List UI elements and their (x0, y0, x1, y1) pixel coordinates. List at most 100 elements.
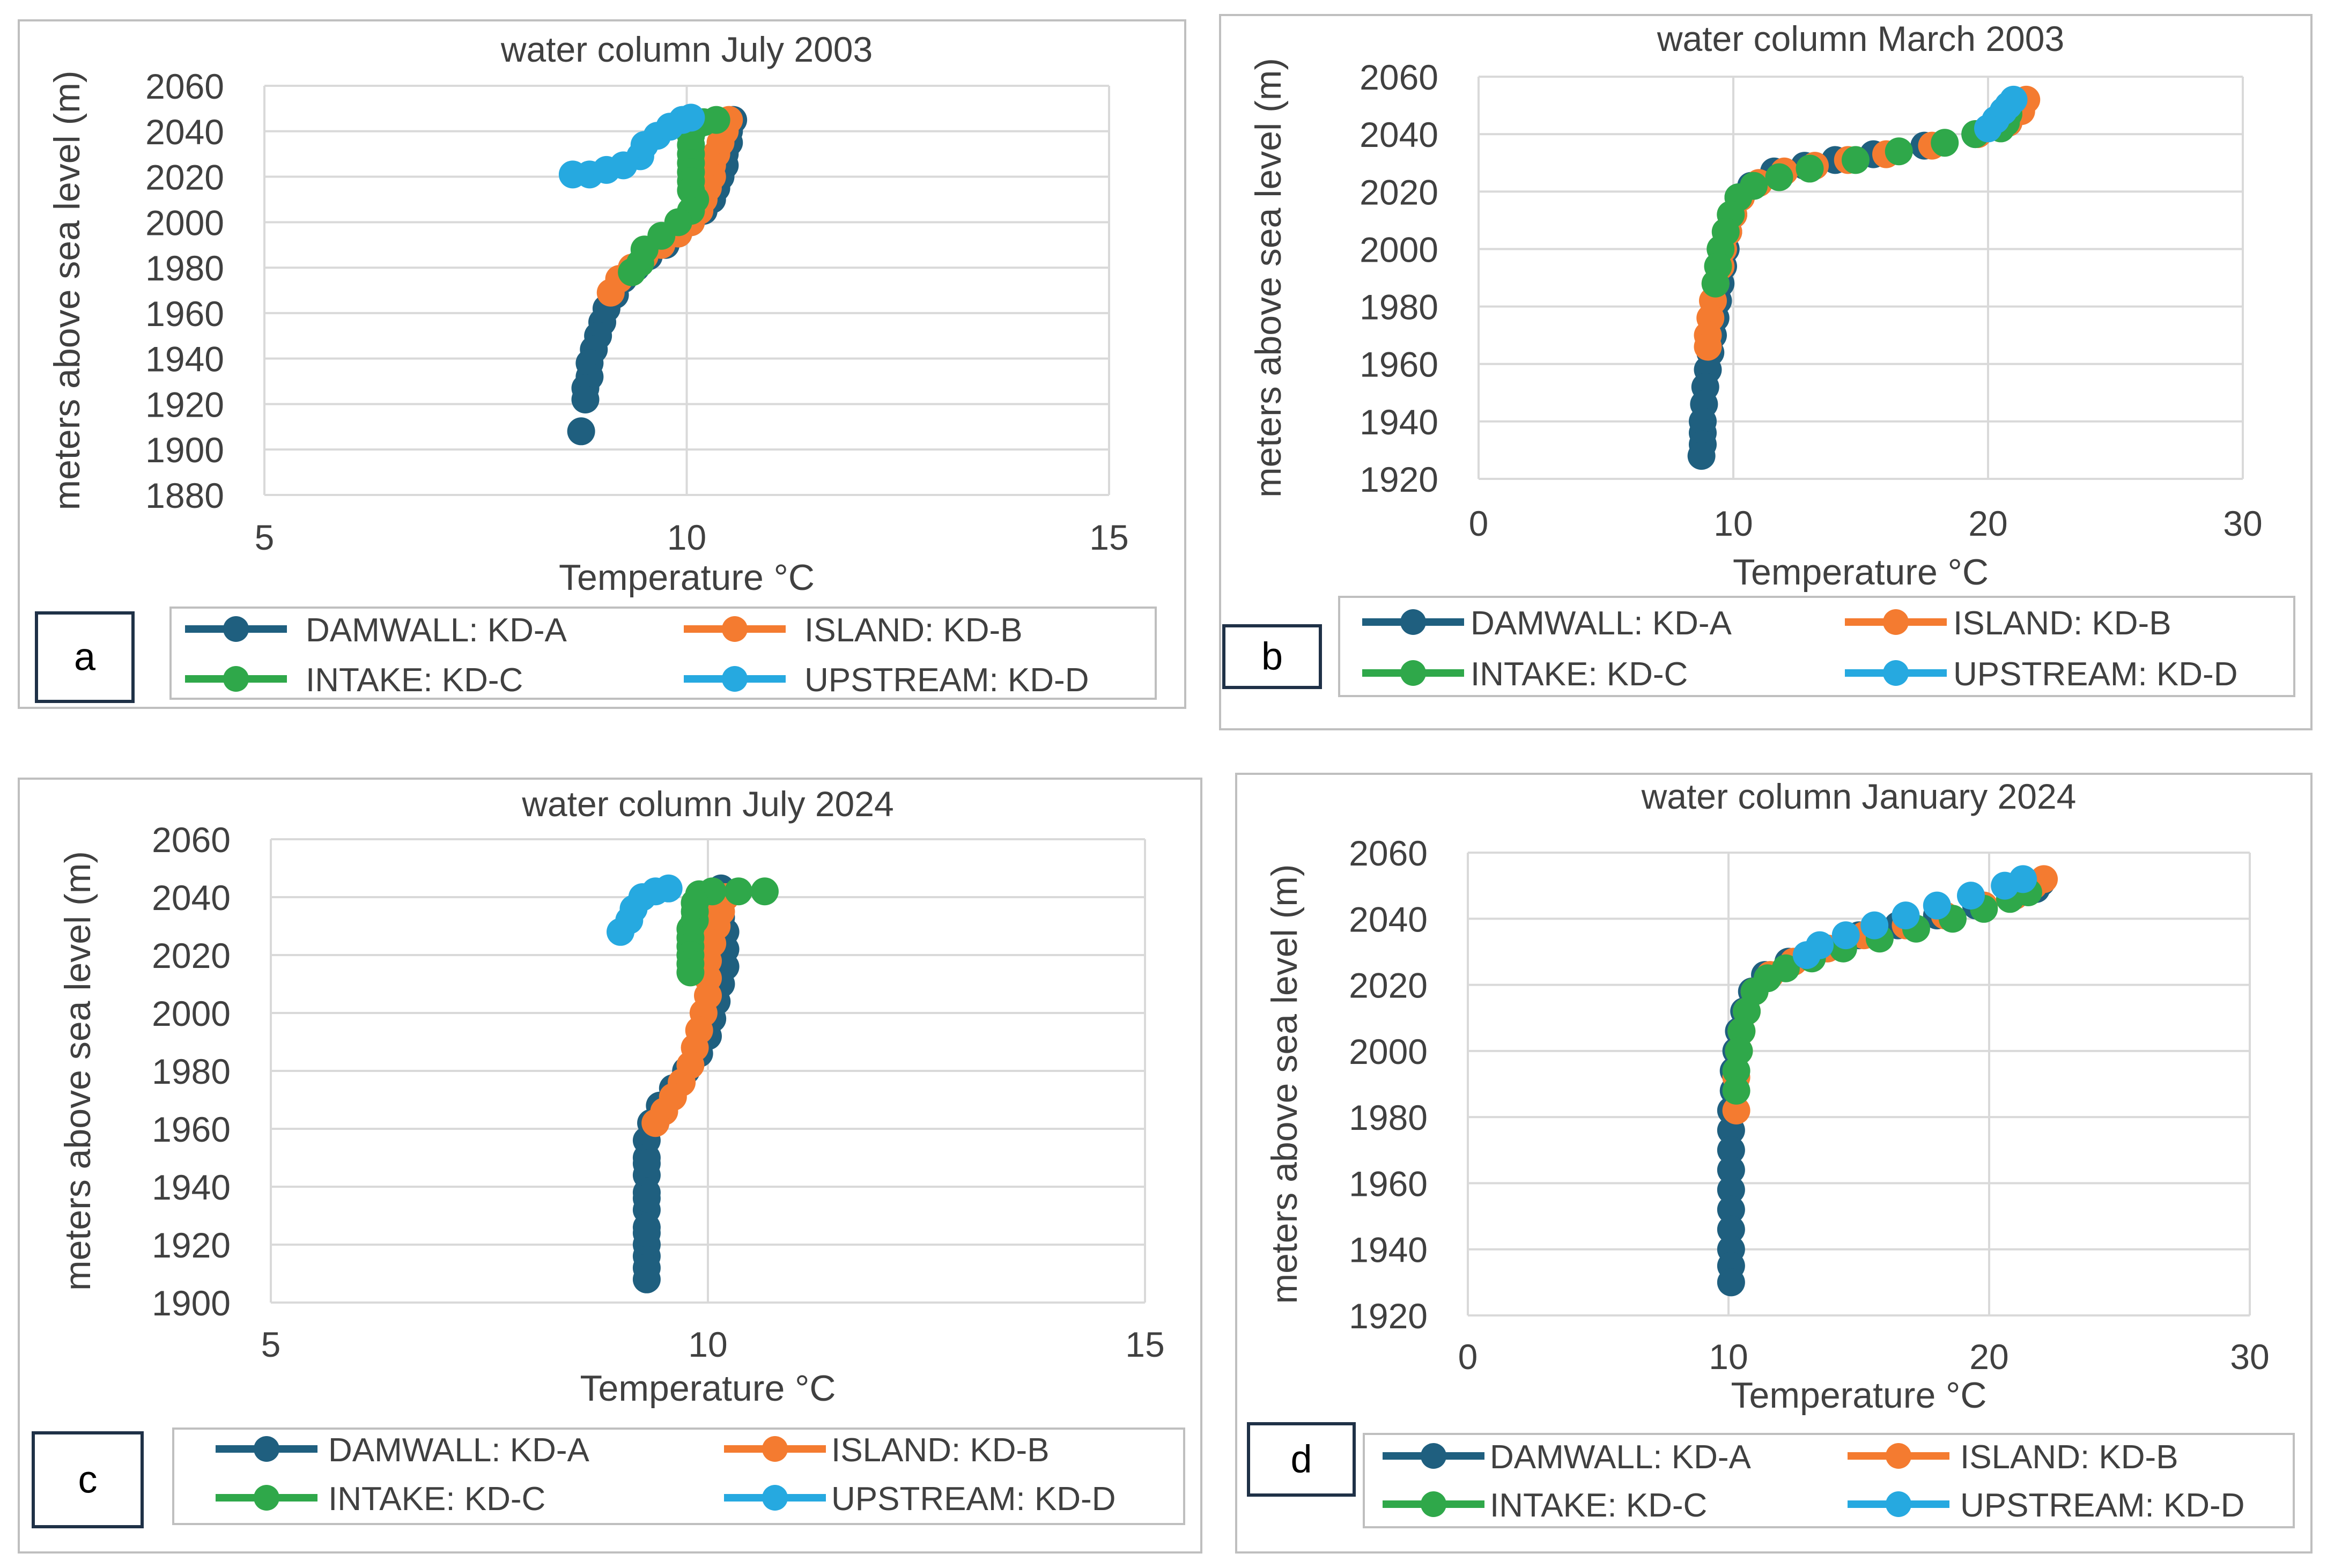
chart-panel-c: water column July 2024 1900 1920 1940 1960 19… (18, 778, 1202, 1554)
data-point (1687, 442, 1716, 470)
panel-label: a (74, 636, 96, 679)
data-point (1796, 154, 1824, 183)
panel-label-box (35, 611, 135, 703)
legend-label: INTAKE: KD-C (328, 1481, 545, 1518)
panel-label-box (32, 1431, 144, 1528)
data-point (1717, 1268, 1745, 1297)
legend-label: DAMWALL: KD-A (306, 612, 567, 649)
x-tick-label: 10 (667, 517, 706, 557)
y-tick-label: 1940 (1360, 402, 1438, 442)
y-tick-label: 2020 (1360, 172, 1438, 212)
x-tick-label: 0 (1469, 504, 1489, 543)
x-tick-label: 20 (1969, 1337, 2008, 1377)
chart-panel-a: water column July 2003 1880 1900 1920 1940 19… (18, 19, 1186, 709)
legend-marker (254, 1436, 279, 1462)
data-point (618, 258, 646, 286)
series-intake (676, 877, 779, 987)
y-tick-label: 1940 (152, 1167, 231, 1207)
legend-label: ISLAND: KD-B (1960, 1439, 2178, 1476)
data-point (1694, 332, 1722, 361)
y-tick-label: 1980 (1349, 1098, 1428, 1137)
legend-marker (762, 1436, 788, 1462)
data-point (1717, 1175, 1745, 1204)
data-point (1892, 901, 1920, 930)
legend-label: DAMWALL: KD-A (1471, 605, 1732, 642)
legend-marker (1421, 1491, 1446, 1517)
y-tick-label: 1900 (152, 1283, 231, 1323)
chart-panel-b: water column March 2003 1920 1940 1960 1980 2… (1219, 14, 2313, 730)
data-point (596, 278, 625, 307)
panel-label-box (1247, 1422, 1356, 1497)
x-axis-label: Temperature °C (580, 1368, 836, 1409)
data-point (1717, 1215, 1745, 1244)
series-upstream (1792, 865, 2037, 970)
x-axis-label: Temperature °C (559, 557, 815, 598)
y-axis-label: meters above sea level (m) (1264, 864, 1305, 1304)
data-point (1931, 129, 1959, 157)
x-tick-label: 10 (688, 1325, 727, 1364)
data-point (750, 877, 779, 906)
chart-title: water column March 2003 (1657, 19, 2064, 58)
data-point (1717, 1195, 1745, 1224)
series-island (641, 883, 740, 1137)
y-tick-label: 2000 (1360, 230, 1438, 269)
y-tick-label: 2020 (145, 158, 224, 197)
legend (169, 607, 1157, 700)
y-tick-label: 1940 (145, 339, 224, 379)
data-point (571, 385, 600, 413)
legend-marker (223, 666, 249, 692)
y-tick-label: 2040 (1349, 899, 1428, 939)
data-point (641, 1109, 670, 1137)
x-tick-label: 10 (1713, 504, 1753, 543)
chart-panel-d: water column January 2024 1920 1940 1960 198… (1235, 773, 2313, 1554)
y-tick-label: 2000 (145, 203, 224, 242)
legend-marker (1400, 609, 1426, 635)
data-point (1956, 882, 1985, 910)
y-tick-label: 2060 (1360, 57, 1438, 97)
data-point (1860, 911, 1889, 940)
data-point (1991, 871, 2019, 900)
x-tick-label: 5 (255, 517, 275, 557)
legend (1338, 596, 2295, 697)
data-point (1717, 1156, 1745, 1184)
y-tick-label: 1960 (1360, 345, 1438, 384)
legend-marker (1400, 660, 1426, 686)
chart-title: water column January 2024 (1641, 776, 2077, 816)
legend-marker (762, 1485, 788, 1511)
legend-label: UPSTREAM: KD-D (831, 1481, 1116, 1518)
legend-label: UPSTREAM: KD-D (1960, 1487, 2244, 1524)
data-point (681, 889, 709, 917)
legend-label: UPSTREAM: KD-D (804, 662, 1089, 699)
data-point (1885, 137, 1913, 166)
y-axis-label: meters above sea level (m) (57, 851, 98, 1291)
data-point (632, 1149, 661, 1178)
y-tick-label: 2060 (152, 820, 231, 860)
legend-marker (1883, 609, 1909, 635)
y-tick-label: 2060 (1349, 833, 1428, 873)
data-point (1923, 891, 1951, 920)
legend-label: INTAKE: KD-C (1490, 1487, 1707, 1524)
data-point (1974, 114, 2002, 143)
data-point (1717, 1136, 1745, 1164)
y-tick-label: 1940 (1349, 1230, 1428, 1270)
y-tick-label: 1960 (1349, 1164, 1428, 1203)
y-tick-label: 1980 (145, 248, 224, 288)
y-tick-label: 2040 (152, 878, 231, 918)
data-point (1722, 1096, 1750, 1125)
data-point (632, 1265, 661, 1293)
y-tick-label: 1880 (145, 476, 224, 515)
legend-label: INTAKE: KD-C (1471, 656, 1688, 693)
x-tick-label: 15 (1125, 1325, 1164, 1364)
data-point (1722, 1056, 1750, 1085)
y-tick-label: 2020 (1349, 966, 1428, 1005)
legend-marker (722, 666, 748, 692)
data-point (632, 1219, 661, 1247)
panel-label: d (1290, 1438, 1312, 1481)
y-tick-label: 1920 (1360, 460, 1438, 499)
data-point (676, 958, 705, 987)
y-tick-label: 1900 (145, 430, 224, 470)
data-point (654, 874, 683, 903)
y-axis-label: meters above sea level (m) (1248, 58, 1289, 498)
legend-label: UPSTREAM: KD-D (1953, 656, 2237, 693)
